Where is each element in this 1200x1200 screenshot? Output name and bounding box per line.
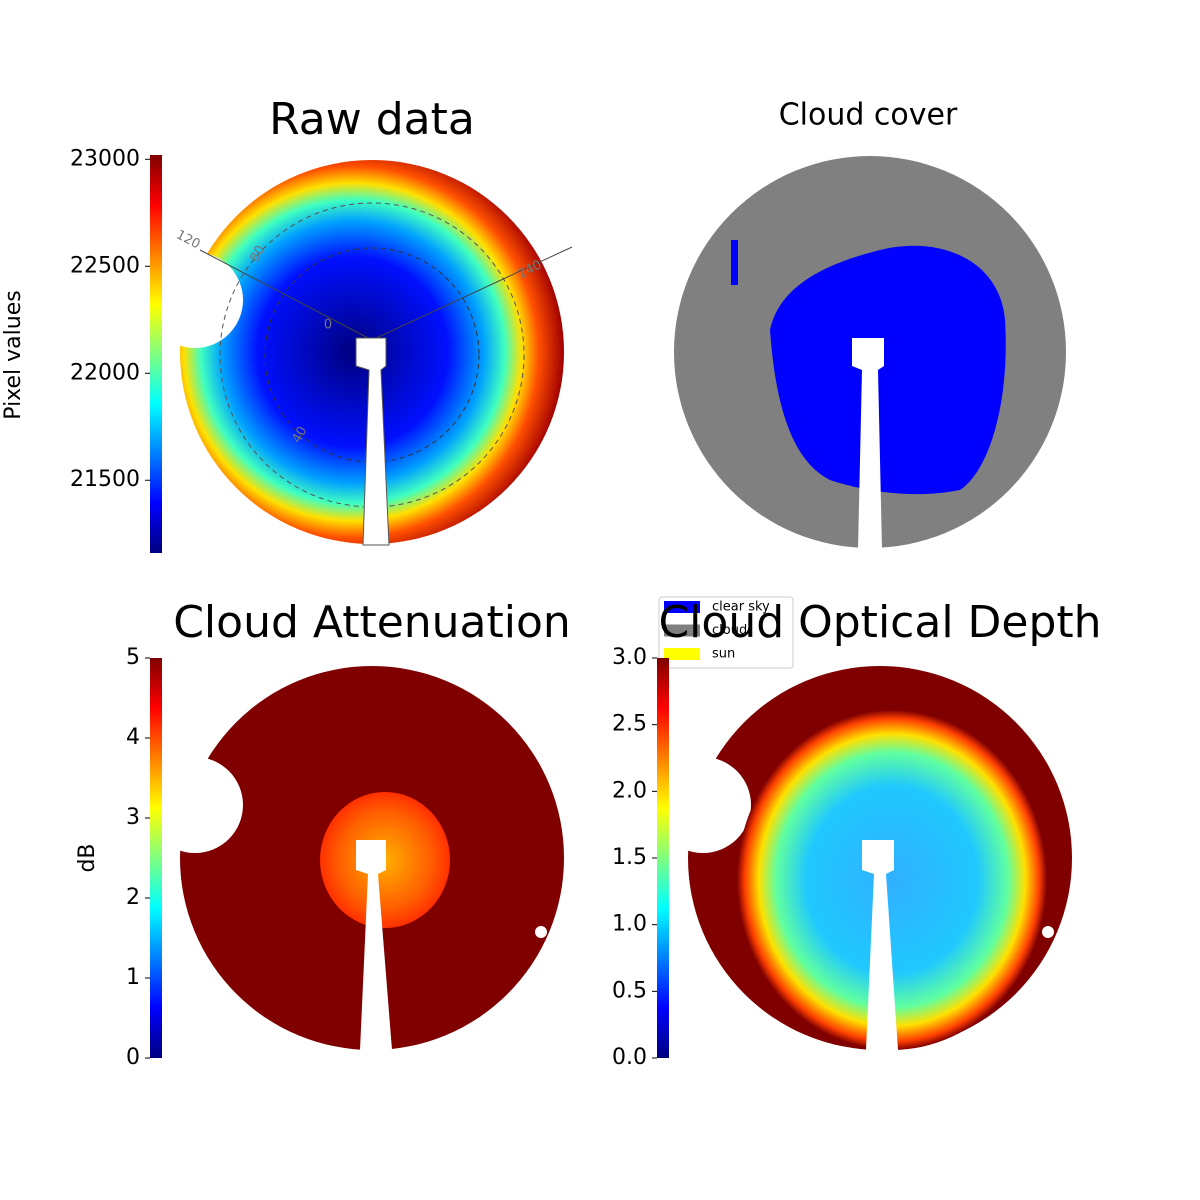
attenuation-image xyxy=(147,666,564,1050)
panel-title: Cloud cover xyxy=(779,98,958,133)
colorbar-tick-label: 21500 xyxy=(70,467,140,492)
colorbar-tick-label: 22500 xyxy=(70,253,140,278)
colorbar-tick-label: 23000 xyxy=(70,146,140,171)
legend-swatch xyxy=(664,601,700,613)
colorbar-tick-label: 1.5 xyxy=(612,845,647,870)
legend-swatch xyxy=(664,624,700,637)
polar-label: 40 xyxy=(289,424,310,446)
legend-label: clear sky xyxy=(712,600,770,615)
colorbar-tick-label: 0.5 xyxy=(612,978,647,1003)
raw-image xyxy=(147,160,573,546)
colorbar-tick-label: 2 xyxy=(126,885,140,910)
legend-swatch xyxy=(664,648,700,660)
colorbar-tick-label: 0 xyxy=(126,1045,140,1070)
panel-title: Raw data xyxy=(269,94,475,145)
colorbar xyxy=(150,155,162,553)
colorbar-tick-label: 1.0 xyxy=(612,912,647,937)
colorbar-tick-label: 0.0 xyxy=(612,1045,647,1070)
colorbar-tick-label: 2.0 xyxy=(612,778,647,803)
colorbar-tick-label: 5 xyxy=(126,645,140,670)
colorbar-label: Pixel values xyxy=(1,290,26,419)
panel-title: Cloud Optical Depth xyxy=(658,597,1101,648)
colorbar-label: dB xyxy=(75,843,100,872)
cloud-cover-image xyxy=(674,156,1066,550)
colorbar-tick-label: 3.0 xyxy=(612,645,647,670)
colorbar-tick-label: 1 xyxy=(126,965,140,990)
legend-label: cloud xyxy=(712,623,747,638)
cod-image xyxy=(655,666,1072,1050)
panel-title: Cloud Attenuation xyxy=(173,597,571,648)
colorbar-tick-label: 2.5 xyxy=(612,712,647,737)
polar-label: 80 xyxy=(247,243,268,265)
polar-label: 0 xyxy=(324,318,332,333)
legend-label: sun xyxy=(712,647,735,662)
colorbar-tick-label: 4 xyxy=(126,725,140,750)
colorbar-tick-label: 22000 xyxy=(70,360,140,385)
colorbar xyxy=(150,658,162,1058)
colorbar xyxy=(657,658,669,1058)
polar-label: 120 xyxy=(174,228,203,253)
colorbar-tick-label: 3 xyxy=(126,805,140,830)
